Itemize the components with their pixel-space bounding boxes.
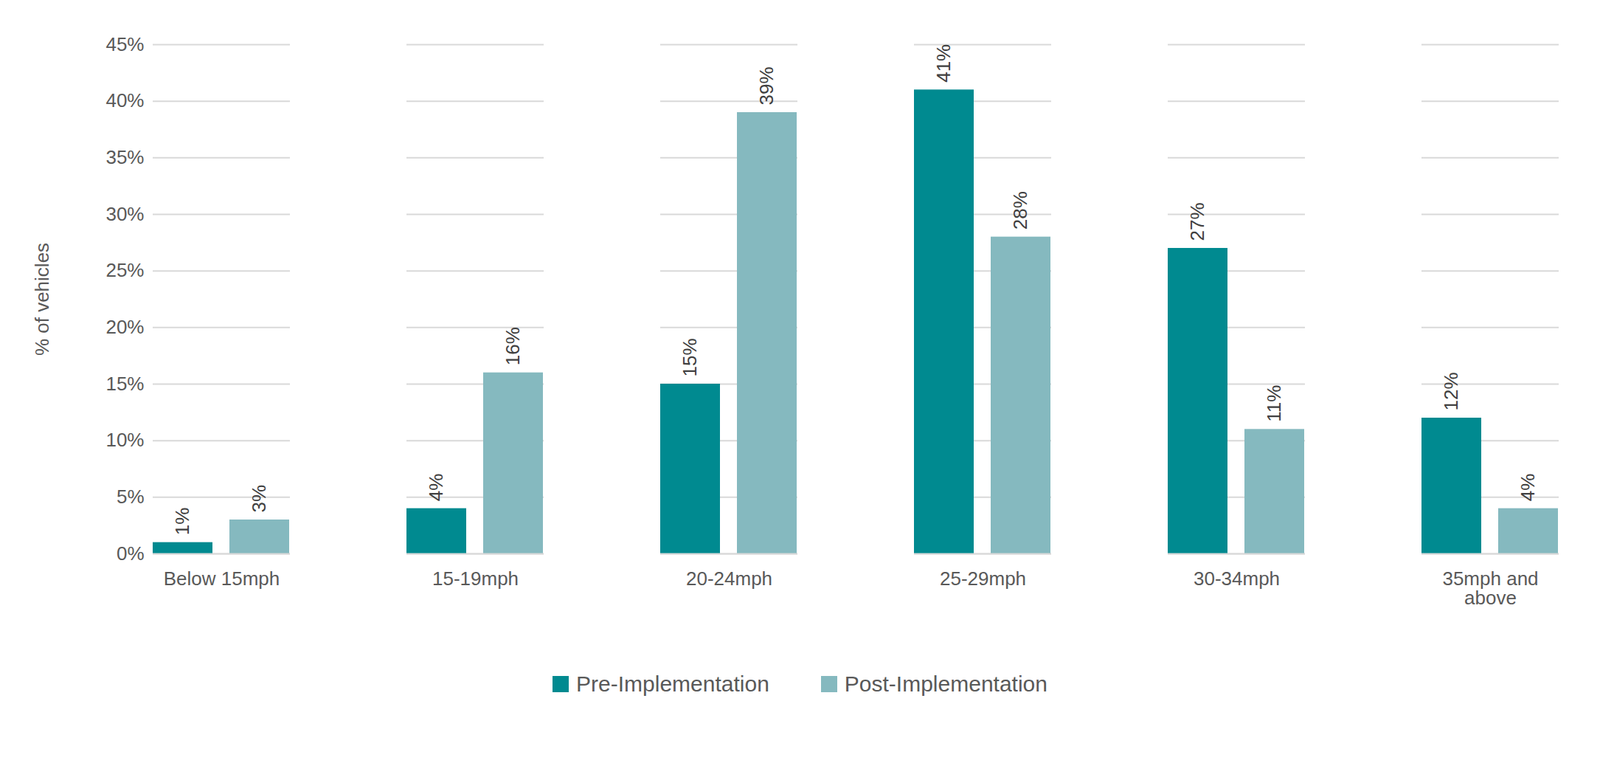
svg-text:25-29mph: 25-29mph [939,567,1027,590]
svg-text:11%: 11% [1262,385,1286,422]
svg-text:% of vehicles: % of vehicles [30,242,54,356]
html-text:Post-Implementation: Post-Implementation [844,671,1048,696]
svg-text:25%: 25% [105,258,144,282]
svg-text:40%: 40% [105,89,144,112]
svg-text:41%: 41% [932,44,955,83]
svg-text:35%: 35% [105,146,144,169]
svg-text:27%: 27% [1186,202,1209,241]
svg-text:35mph andabove: 35mph andabove [1442,567,1539,609]
svg-text:16%: 16% [501,326,524,366]
svg-text:39%: 39% [755,66,778,105]
svg-text:3%: 3% [247,484,270,513]
svg-text:4%: 4% [1516,473,1539,502]
svg-text:45%: 45% [105,33,144,56]
svg-text:20-24mph: 20-24mph [686,567,773,590]
svg-text:10%: 10% [105,428,144,451]
svg-text:15%: 15% [105,372,144,395]
svg-text:28%: 28% [1009,191,1032,230]
svg-text:30%: 30% [105,202,144,225]
svg-text:12%: 12% [1439,371,1463,411]
svg-text:15-19mph: 15-19mph [432,567,519,590]
svg-text:30-34mph: 30-34mph [1193,567,1280,590]
svg-text:15%: 15% [678,337,701,377]
svg-text:20%: 20% [105,315,144,338]
svg-text:Below 15mph: Below 15mph [163,567,281,590]
html-text:Pre-Implementation: Pre-Implementation [576,671,770,696]
svg-text:1%: 1% [171,507,194,536]
svg-text:4%: 4% [424,473,448,502]
svg-text:0%: 0% [116,542,145,565]
svg-text:5%: 5% [116,485,145,508]
